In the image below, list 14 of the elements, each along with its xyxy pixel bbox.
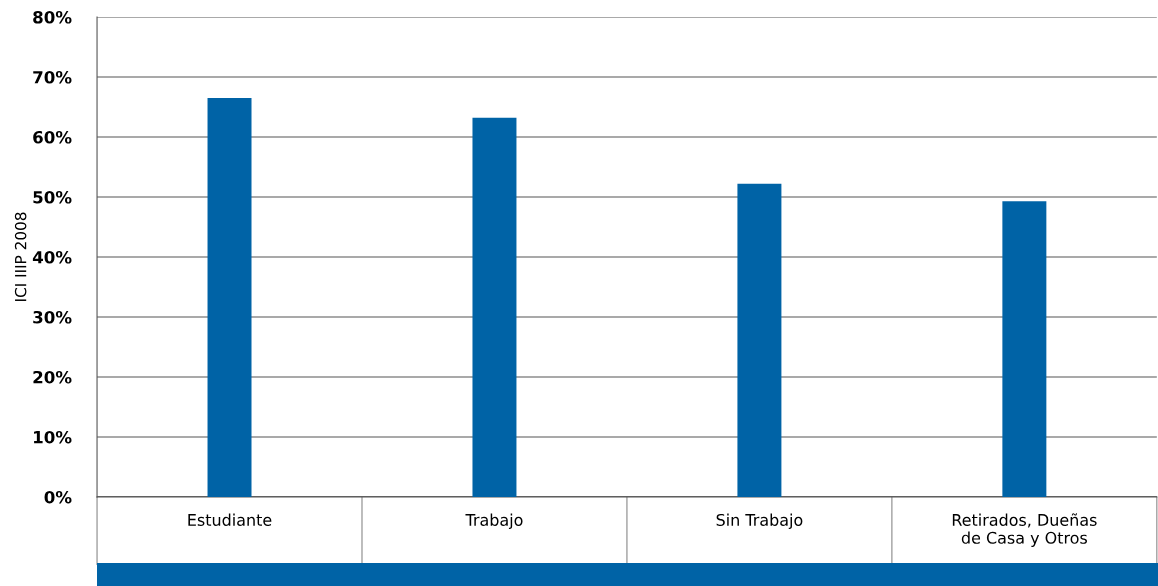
y-tick-label: 30% [33, 310, 72, 324]
y-tick-label: 60% [33, 130, 72, 144]
y-axis-title: ICI IIIP 2008 [14, 212, 27, 301]
y-tick-label: 10% [34, 430, 72, 444]
y-tick-label: 20% [33, 370, 72, 384]
y-tick-label: 0% [44, 490, 72, 504]
y-tick-label: 50% [33, 190, 72, 204]
y-tick-label: 40% [32, 250, 72, 264]
y-tick-label: 80% [33, 10, 72, 24]
y-tick-label: 70% [33, 70, 72, 84]
x-tick-label: Retirados, Dueñas de Casa y Otros [952, 513, 1097, 547]
x-tick-label: Sin Trabajo [716, 513, 803, 530]
x-tick-label: Trabajo [465, 513, 523, 530]
x-tick-label: Estudiante [188, 513, 272, 526]
